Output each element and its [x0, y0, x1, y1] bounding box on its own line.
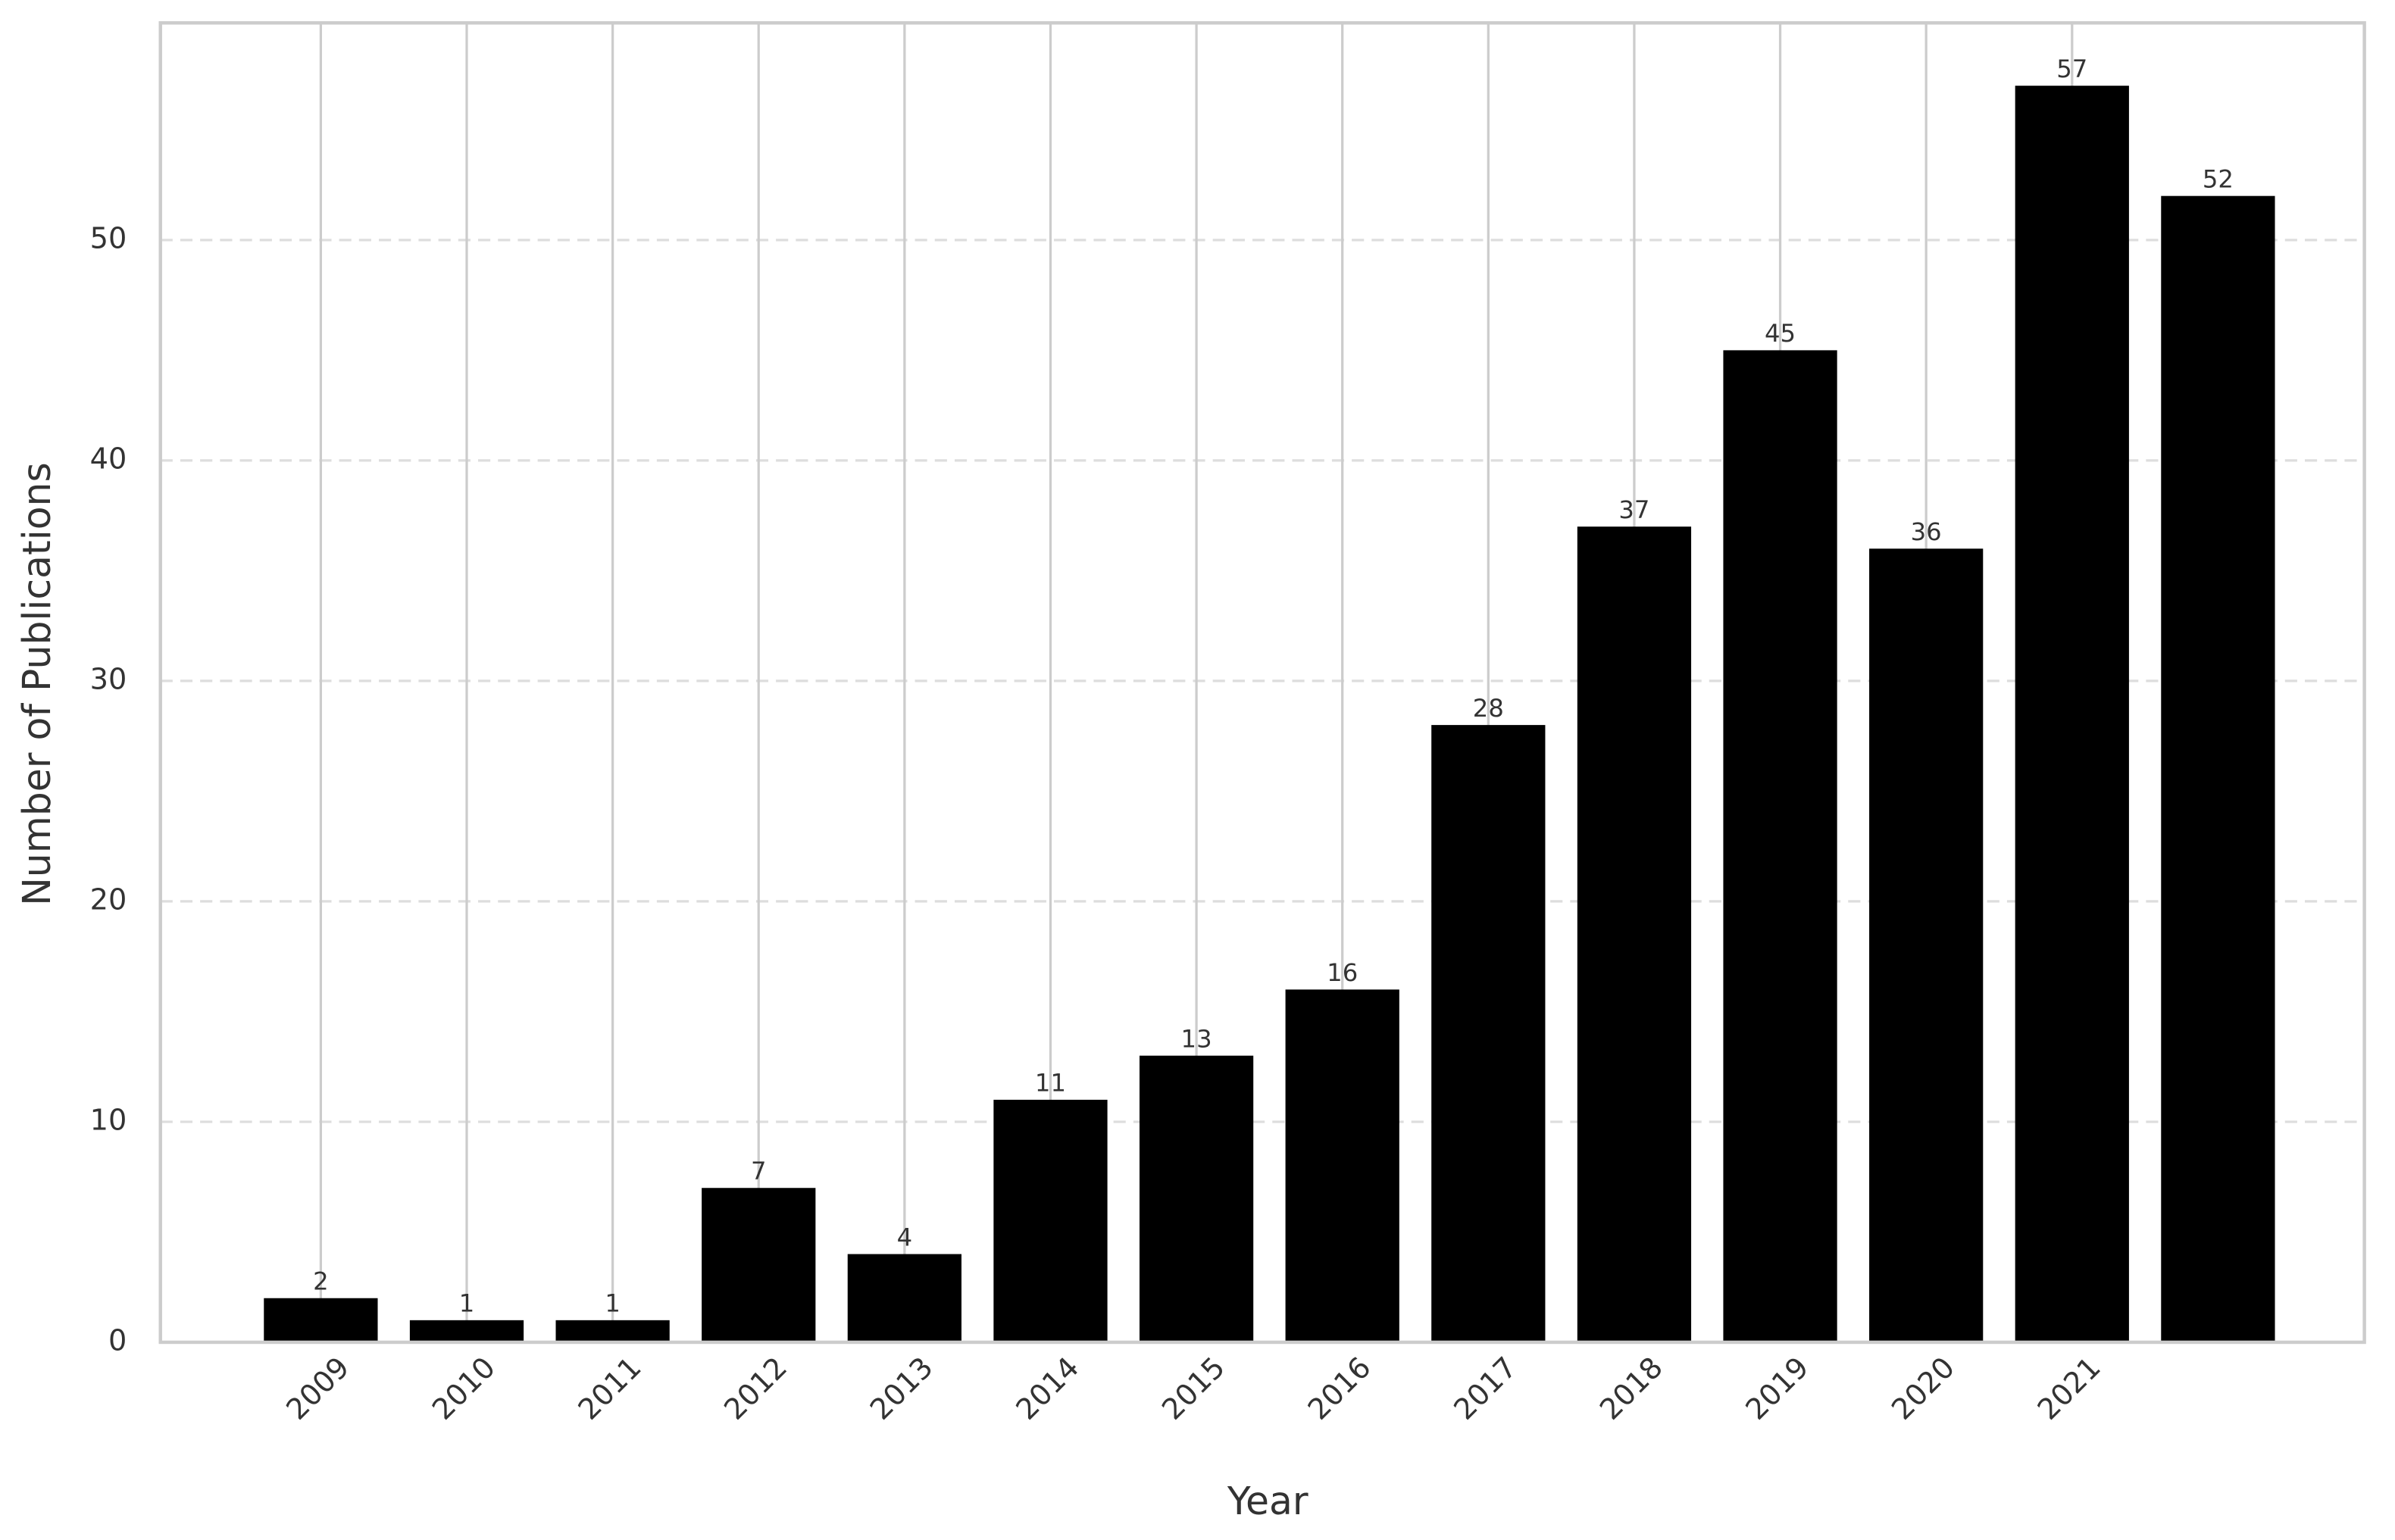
bar [1285, 989, 1399, 1342]
value-label: 57 [2056, 55, 2087, 83]
y-tick-label: 40 [90, 442, 127, 476]
value-label: 52 [2203, 165, 2234, 194]
bar [993, 1099, 1108, 1342]
value-label: 7 [751, 1157, 767, 1185]
value-label: 36 [1911, 517, 1942, 546]
bar [264, 1298, 378, 1342]
bar [1723, 350, 1837, 1342]
value-label: 1 [459, 1289, 475, 1318]
bar [1577, 526, 1692, 1342]
y-tick-label: 0 [108, 1323, 127, 1357]
value-label: 1 [605, 1289, 621, 1318]
plot-frame [158, 21, 2366, 1345]
value-label: 13 [1181, 1024, 1212, 1053]
y-axis-label: Number of Publications [14, 462, 59, 906]
bar [1431, 725, 1546, 1342]
value-label: 37 [1618, 495, 1649, 524]
bar [1139, 1055, 1254, 1342]
x-axis-label: Year [1227, 1479, 1308, 1523]
bar [555, 1320, 670, 1342]
value-label: 16 [1327, 958, 1358, 987]
bar [1869, 548, 1984, 1342]
value-label: 2 [313, 1267, 329, 1296]
bar [2015, 86, 2129, 1342]
value-label: 11 [1035, 1069, 1066, 1098]
value-label: 28 [1473, 694, 1504, 723]
y-tick-label: 50 [90, 221, 127, 255]
y-tick-label: 10 [90, 1103, 127, 1137]
bar [847, 1254, 961, 1342]
bar [2161, 195, 2275, 1342]
y-tick-label: 30 [90, 662, 127, 696]
value-label: 45 [1765, 319, 1796, 348]
bar [702, 1188, 816, 1342]
value-label: 4 [897, 1223, 913, 1251]
bar [409, 1320, 524, 1342]
y-tick-label: 20 [90, 882, 127, 917]
